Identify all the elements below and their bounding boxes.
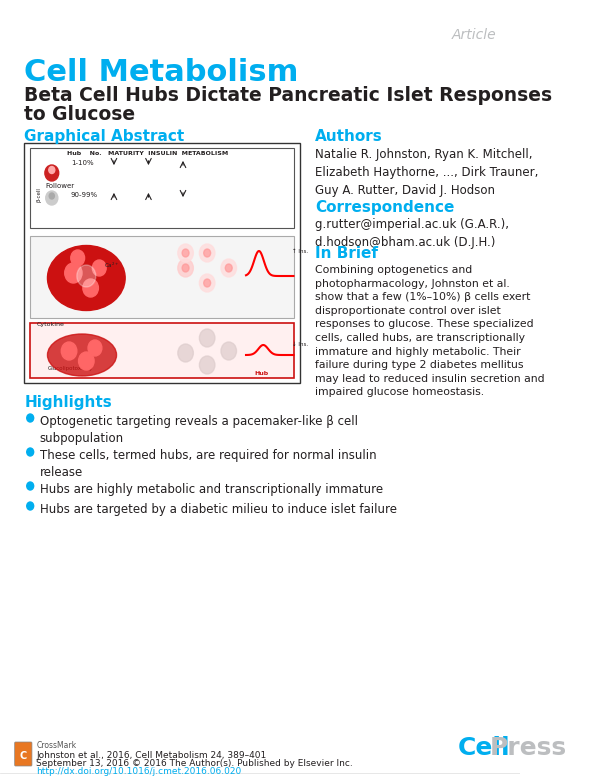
- Text: ↓ Ins.: ↓ Ins.: [292, 342, 308, 347]
- Circle shape: [178, 244, 194, 262]
- Text: Cell: Cell: [458, 736, 510, 760]
- Text: Glucolipotoxicity: Glucolipotoxicity: [48, 366, 93, 371]
- Circle shape: [226, 264, 232, 272]
- Text: Hubs are targeted by a diabetic milieu to induce islet failure: Hubs are targeted by a diabetic milieu t…: [40, 503, 397, 516]
- Circle shape: [221, 259, 236, 277]
- Text: Article: Article: [452, 28, 496, 42]
- Circle shape: [45, 165, 58, 181]
- FancyBboxPatch shape: [30, 148, 294, 228]
- Circle shape: [83, 279, 98, 297]
- Circle shape: [78, 352, 94, 370]
- Text: Press: Press: [490, 736, 567, 760]
- Text: Hub    No.   MATURITY  INSULIN  METABOLISM: Hub No. MATURITY INSULIN METABOLISM: [68, 151, 229, 156]
- Text: In Brief: In Brief: [315, 246, 378, 261]
- Circle shape: [46, 191, 58, 205]
- Circle shape: [71, 250, 84, 266]
- Circle shape: [92, 260, 106, 276]
- Circle shape: [200, 329, 215, 347]
- Text: Combining optogenetics and
photopharmacology, Johnston et al.
show that a few (1: Combining optogenetics and photopharmaco…: [315, 265, 545, 398]
- Circle shape: [27, 414, 34, 422]
- Text: Highlights: Highlights: [24, 395, 112, 410]
- FancyBboxPatch shape: [24, 143, 300, 383]
- Text: http://dx.doi.org/10.1016/j.cmet.2016.06.020: http://dx.doi.org/10.1016/j.cmet.2016.06…: [36, 767, 242, 776]
- FancyBboxPatch shape: [30, 236, 294, 318]
- Circle shape: [182, 264, 189, 272]
- Text: Hubs are highly metabolic and transcriptionally immature: Hubs are highly metabolic and transcript…: [40, 483, 383, 496]
- Circle shape: [27, 448, 34, 456]
- Text: Ca$^{2+}$: Ca$^{2+}$: [104, 261, 119, 270]
- Text: Hub: Hub: [254, 371, 269, 376]
- Circle shape: [88, 340, 102, 356]
- Text: Correspondence: Correspondence: [315, 200, 455, 215]
- Text: Cell Metabolism: Cell Metabolism: [24, 58, 298, 87]
- Circle shape: [204, 279, 210, 287]
- Text: CrossMark: CrossMark: [36, 741, 77, 749]
- Ellipse shape: [48, 246, 125, 311]
- Circle shape: [77, 265, 96, 287]
- Text: These cells, termed hubs, are required for normal insulin
release: These cells, termed hubs, are required f…: [40, 449, 376, 479]
- Text: Johnston et al., 2016, Cell Metabolism 24, 389–401: Johnston et al., 2016, Cell Metabolism 2…: [36, 751, 267, 760]
- Text: C: C: [20, 751, 27, 761]
- Circle shape: [204, 249, 210, 257]
- Text: ↑ Ins.: ↑ Ins.: [292, 249, 308, 254]
- Text: 1-10%: 1-10%: [71, 160, 93, 166]
- Text: to Glucose: to Glucose: [24, 105, 135, 124]
- Circle shape: [182, 249, 189, 257]
- Circle shape: [49, 167, 55, 174]
- Circle shape: [178, 259, 194, 277]
- Circle shape: [62, 342, 77, 360]
- Circle shape: [221, 342, 236, 360]
- Circle shape: [27, 502, 34, 510]
- Text: Cytokine: Cytokine: [36, 322, 64, 327]
- Text: September 13, 2016 © 2016 The Author(s). Published by Elsevier Inc.: September 13, 2016 © 2016 The Author(s).…: [36, 759, 353, 768]
- Text: Optogenetic targeting reveals a pacemaker-like β cell
subpopulation: Optogenetic targeting reveals a pacemake…: [40, 415, 358, 445]
- Text: Beta Cell Hubs Dictate Pancreatic Islet Responses: Beta Cell Hubs Dictate Pancreatic Islet …: [24, 86, 552, 105]
- Circle shape: [27, 482, 34, 490]
- FancyBboxPatch shape: [14, 742, 32, 766]
- Text: Follower: Follower: [45, 183, 74, 189]
- Circle shape: [200, 244, 215, 262]
- Circle shape: [178, 344, 194, 362]
- Text: g.rutter@imperial.ac.uk (G.A.R.),
d.hodson@bham.ac.uk (D.J.H.): g.rutter@imperial.ac.uk (G.A.R.), d.hods…: [315, 218, 509, 249]
- Ellipse shape: [48, 334, 116, 376]
- Text: Authors: Authors: [315, 129, 383, 144]
- FancyBboxPatch shape: [30, 323, 294, 378]
- Circle shape: [200, 274, 215, 292]
- Text: 90-99%: 90-99%: [71, 192, 98, 198]
- Circle shape: [49, 193, 54, 199]
- Circle shape: [200, 356, 215, 374]
- Text: Natalie R. Johnston, Ryan K. Mitchell,
Elizabeth Haythorne, ..., Dirk Trauner,
G: Natalie R. Johnston, Ryan K. Mitchell, E…: [315, 148, 538, 197]
- Text: Graphical Abstract: Graphical Abstract: [24, 129, 185, 144]
- Text: β-cell: β-cell: [36, 187, 41, 202]
- Circle shape: [65, 263, 82, 283]
